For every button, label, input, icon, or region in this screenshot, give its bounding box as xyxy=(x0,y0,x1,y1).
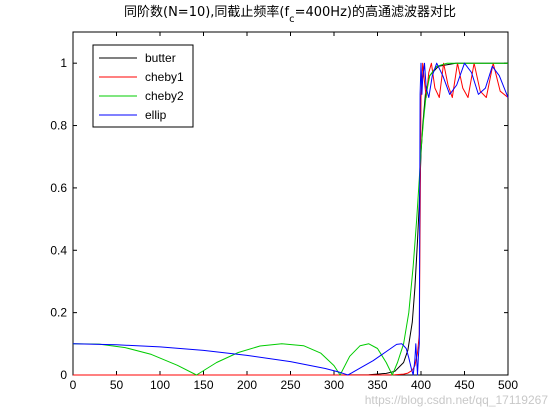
legend-label-butter: butter xyxy=(145,51,176,65)
legend: butter cheby1 cheby2 ellip xyxy=(92,44,194,128)
y-tick-label: 0 xyxy=(60,368,67,382)
x-tick-label: 250 xyxy=(280,378,300,392)
y-tick-label: 0.4 xyxy=(50,243,67,257)
x-tick-label: 300 xyxy=(324,378,344,392)
x-tick-label: 0 xyxy=(70,378,77,392)
x-tick-label: 350 xyxy=(367,378,387,392)
x-tick-label: 500 xyxy=(498,378,518,392)
x-tick-label: 200 xyxy=(237,378,257,392)
chart-title-subscript: c xyxy=(289,14,295,25)
chart-title-rest: =400Hz)的高通滤波器对比 xyxy=(295,4,456,20)
series-line-cheby2 xyxy=(72,62,508,376)
x-tick-label: 100 xyxy=(150,378,170,392)
x-tick-label: 50 xyxy=(110,378,124,392)
legend-box xyxy=(92,44,194,128)
x-tick-label: 450 xyxy=(454,378,474,392)
axis-ticks: 0 50 100 150 200 250 300 350 400 450 500 0 0.2 0.4 0.6… xyxy=(50,32,518,392)
legend-label-cheby1: cheby1 xyxy=(145,70,184,84)
chart-title: 同阶数(N=10),同截止频率(fc=400Hz)的高通滤波器对比 xyxy=(124,4,456,25)
y-tick-label: 0.8 xyxy=(50,119,67,133)
plot-series xyxy=(72,62,509,376)
series-line-cheby1 xyxy=(73,62,509,376)
y-tick-label: 0.6 xyxy=(50,181,67,195)
legend-label-ellip: ellip xyxy=(145,108,167,122)
y-tick-label: 1 xyxy=(60,56,67,70)
y-tick-label: 0.2 xyxy=(50,306,67,320)
x-tick-label: 400 xyxy=(411,378,431,392)
watermark: https://blog.csdn.net/qq_17119267 xyxy=(365,393,549,407)
series-line-ellip xyxy=(72,62,509,376)
x-tick-label: 150 xyxy=(193,378,213,392)
legend-label-cheby2: cheby2 xyxy=(145,89,184,103)
chart-title-main: 同阶数(N=10),同截止频率(f xyxy=(124,4,290,20)
